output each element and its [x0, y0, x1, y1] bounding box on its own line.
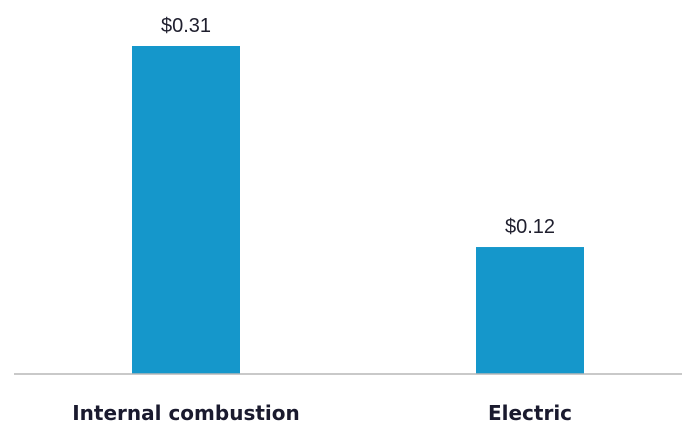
bar-electric [476, 247, 584, 374]
category-label: Electric [488, 401, 572, 425]
bars-group [132, 46, 584, 374]
category-labels-group: Internal combustion Electric [72, 401, 572, 425]
value-label: $0.31 [161, 15, 211, 37]
value-labels-group: $0.31 $0.12 [161, 15, 555, 238]
bar-internal-combustion [132, 46, 240, 374]
category-label: Internal combustion [72, 401, 300, 425]
value-label: $0.12 [505, 216, 555, 238]
